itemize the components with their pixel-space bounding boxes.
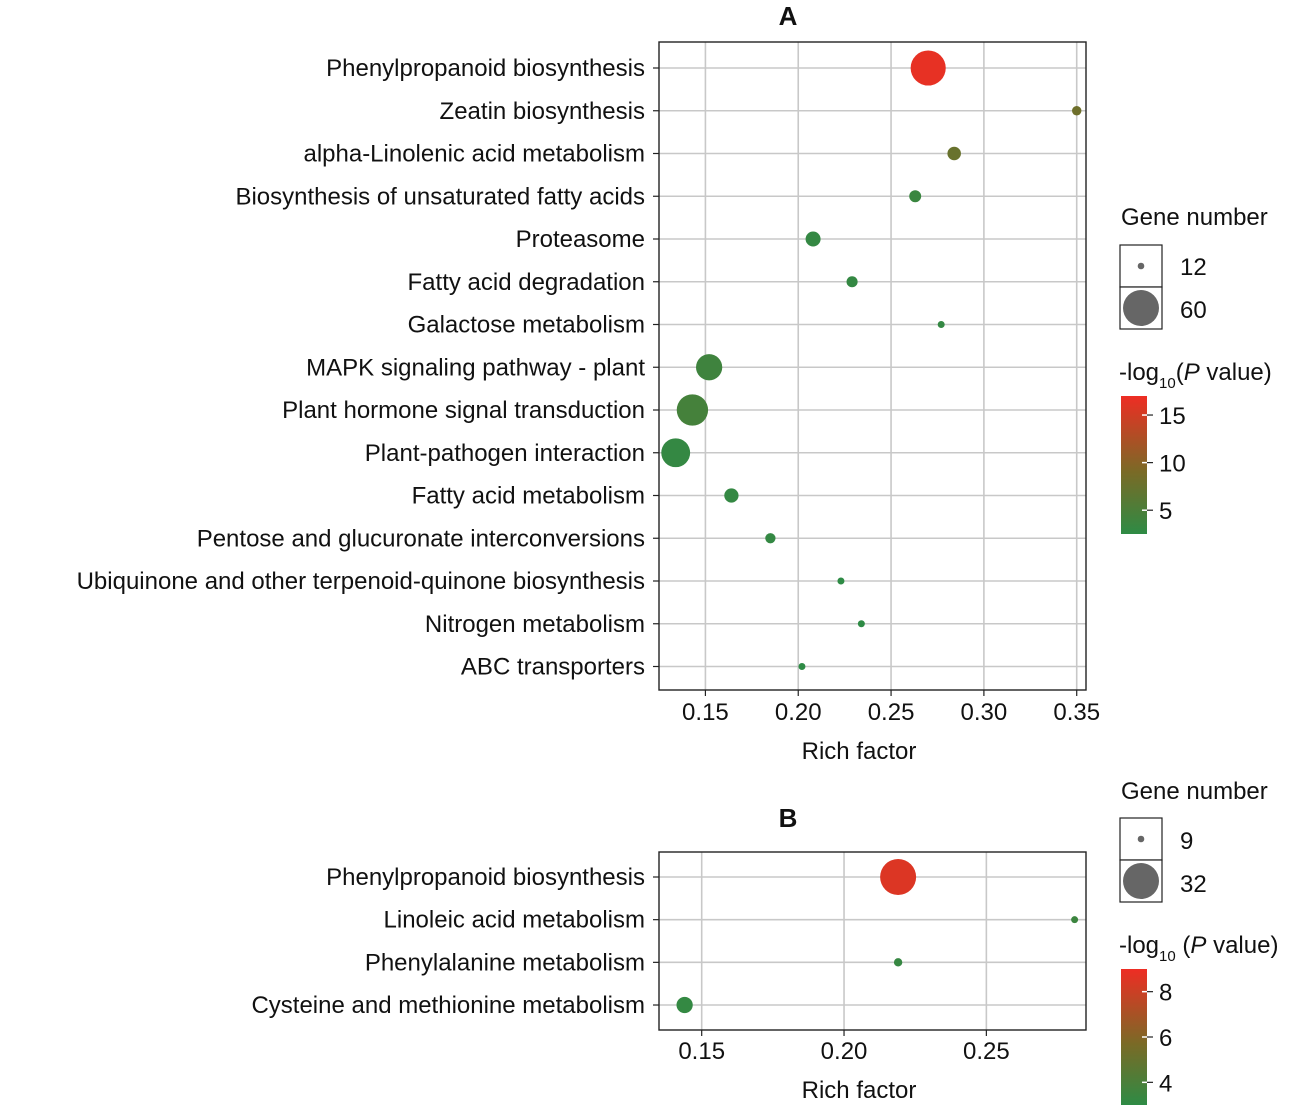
data-point (846, 276, 858, 288)
colorbar-tick-label: 5 (1159, 498, 1172, 525)
panel-b-color-legend-title: -log10 (P value) (1119, 932, 1278, 965)
panel-b-size-legend-label-small: 9 (1180, 828, 1193, 855)
panel-b-x-axis-title: Rich factor (802, 1077, 917, 1104)
panel-b-size-legend-dot-large (1123, 863, 1159, 899)
category-label: Proteasome (516, 226, 645, 253)
category-label: Phenylpropanoid biosynthesis (326, 55, 645, 82)
x-tick-label: 0.15 (682, 699, 729, 726)
panel-b-title: B (779, 803, 798, 833)
category-label: alpha-Linolenic acid metabolism (303, 141, 645, 168)
panel-a-size-legend-dot-small (1137, 262, 1145, 270)
panel-a-size-legend-label-large: 60 (1180, 297, 1207, 324)
panel-a-colorbar-ticks: 15 10 5 (1142, 403, 1186, 525)
category-label: Pentose and glucuronate interconversions (197, 525, 645, 552)
x-tick-label: 0.20 (775, 699, 822, 726)
category-label: Plant hormone signal transduction (282, 397, 645, 424)
data-point (676, 996, 693, 1014)
panel-b-grid (659, 852, 1086, 1030)
panel-a-color-legend-title: -log10(P value) (1119, 359, 1272, 392)
category-label: Phenylalanine metabolism (365, 949, 645, 976)
panel-b-size-legend-label-large: 32 (1180, 871, 1207, 898)
x-tick-label: 0.25 (963, 1038, 1010, 1065)
category-label: Fatty acid degradation (408, 269, 645, 296)
x-tick-label: 0.35 (1053, 699, 1100, 726)
data-point (947, 146, 961, 161)
category-label: Linoleic acid metabolism (384, 907, 645, 934)
panel-a-size-legend-title: Gene number (1121, 204, 1268, 231)
data-point (696, 354, 723, 381)
data-point (837, 577, 845, 585)
panel-b-x-ticks: 0.15 0.20 0.25 (678, 1030, 1010, 1065)
data-point (880, 859, 917, 895)
colorbar-tick-label: 15 (1159, 403, 1186, 430)
panel-b: B Phenylpropanoid biosynthesis Linoleic a… (251, 778, 1278, 1105)
data-point (676, 394, 709, 426)
data-point (893, 958, 903, 967)
data-point (765, 533, 776, 544)
data-point (910, 50, 946, 86)
panel-b-size-legend-dot-small (1137, 835, 1145, 843)
data-point (1071, 916, 1079, 924)
panel-a-points (661, 50, 1082, 670)
category-label: Plant-pathogen interaction (365, 440, 645, 467)
colorbar-tick-label: 4 (1159, 1070, 1172, 1097)
data-point (1072, 106, 1082, 116)
panel-a-size-legend-dot-large (1123, 290, 1159, 326)
data-point (909, 190, 922, 203)
category-label: Cysteine and methionine metabolism (251, 992, 645, 1019)
panel-a-x-axis-title: Rich factor (802, 738, 917, 765)
colorbar-tick-label: 8 (1159, 980, 1172, 1007)
panel-a-plot-frame (658, 41, 1087, 691)
category-label: Biosynthesis of unsaturated fatty acids (235, 183, 645, 210)
colorbar-tick-label: 6 (1159, 1025, 1172, 1052)
panel-a-color-legend: -log10(P value) 15 10 5 (1119, 359, 1272, 534)
category-label: MAPK signaling pathway - plant (306, 354, 645, 381)
panel-a-size-legend: Gene number 12 60 (1119, 204, 1268, 330)
panel-a-x-ticks: 0.15 0.20 0.25 0.30 0.35 (682, 690, 1100, 726)
category-label: Fatty acid metabolism (412, 483, 645, 510)
panel-b-plot-frame (658, 851, 1087, 1031)
data-point (798, 663, 806, 670)
x-tick-label: 0.25 (868, 699, 915, 726)
panel-b-color-legend: -log10 (P value) 8 6 4 (1119, 932, 1278, 1105)
data-point (937, 321, 945, 328)
x-tick-label: 0.15 (678, 1038, 725, 1065)
panel-a-colorbar (1121, 396, 1147, 534)
data-point (805, 231, 821, 247)
panel-a-size-legend-label-small: 12 (1180, 254, 1207, 281)
x-tick-label: 0.30 (961, 699, 1008, 726)
category-label: Nitrogen metabolism (425, 611, 645, 638)
category-label: ABC transporters (461, 654, 645, 681)
panel-b-colorbar-ticks: 8 6 4 (1142, 980, 1172, 1097)
panel-a-title: A (779, 1, 798, 31)
panel-a: A Phenylpropanoid biosynthesis Zeatin bio… (77, 1, 1272, 765)
panel-b-points (676, 859, 1079, 1014)
data-point (661, 438, 691, 468)
category-label: Ubiquinone and other terpenoid-quinone b… (77, 568, 645, 595)
panel-b-size-legend: Gene number 9 32 (1119, 778, 1268, 903)
category-label: Zeatin biosynthesis (440, 98, 645, 125)
panel-a-grid (659, 42, 1086, 690)
panel-b-category-labels: Phenylpropanoid biosynthesis Linoleic aci… (251, 864, 659, 1019)
panel-b-size-legend-title: Gene number (1121, 778, 1268, 805)
panel-a-category-labels: Phenylpropanoid biosynthesis Zeatin biosy… (77, 55, 659, 681)
x-tick-label: 0.20 (821, 1038, 868, 1065)
data-point (857, 620, 865, 628)
colorbar-tick-label: 10 (1159, 451, 1186, 478)
category-label: Phenylpropanoid biosynthesis (326, 864, 645, 891)
data-point (724, 488, 739, 503)
category-label: Galactose metabolism (408, 312, 645, 339)
